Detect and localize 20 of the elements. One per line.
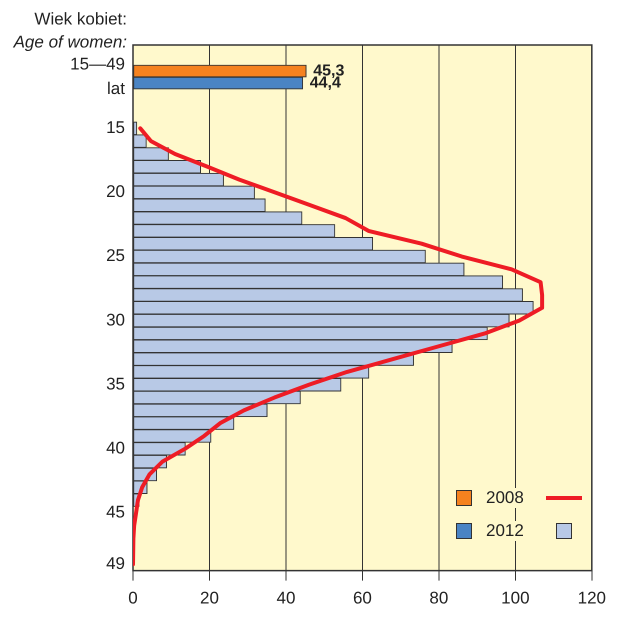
legend-label: 2008 bbox=[484, 488, 544, 508]
y-tick-label: 30 bbox=[106, 310, 125, 330]
x-tick-label: 0 bbox=[128, 588, 138, 608]
x-tick-label: 100 bbox=[501, 588, 530, 608]
legend-label: 2012 bbox=[484, 520, 544, 540]
x-tick-label: 80 bbox=[429, 588, 448, 608]
y-tick-label: 25 bbox=[106, 246, 125, 266]
chart-title: Wiek kobiet: Age of women: bbox=[12, 10, 128, 52]
y-tick-label: 49 bbox=[106, 554, 125, 573]
y-tick-label: 15 bbox=[106, 118, 125, 138]
y-tick-label: 20 bbox=[106, 182, 125, 202]
x-tick-label: 40 bbox=[276, 588, 296, 608]
y-tick-label: 45 bbox=[106, 502, 125, 522]
x-tick-label: 20 bbox=[200, 588, 219, 608]
x-tick-label: 60 bbox=[352, 588, 372, 608]
y-tick-label: 40 bbox=[106, 438, 125, 458]
y-tick-label: 15—49 lat bbox=[70, 54, 126, 98]
x-tick-label: 120 bbox=[578, 588, 606, 608]
y-tick-label: 35 bbox=[106, 374, 125, 394]
data-label: 45,3 bbox=[313, 62, 344, 80]
